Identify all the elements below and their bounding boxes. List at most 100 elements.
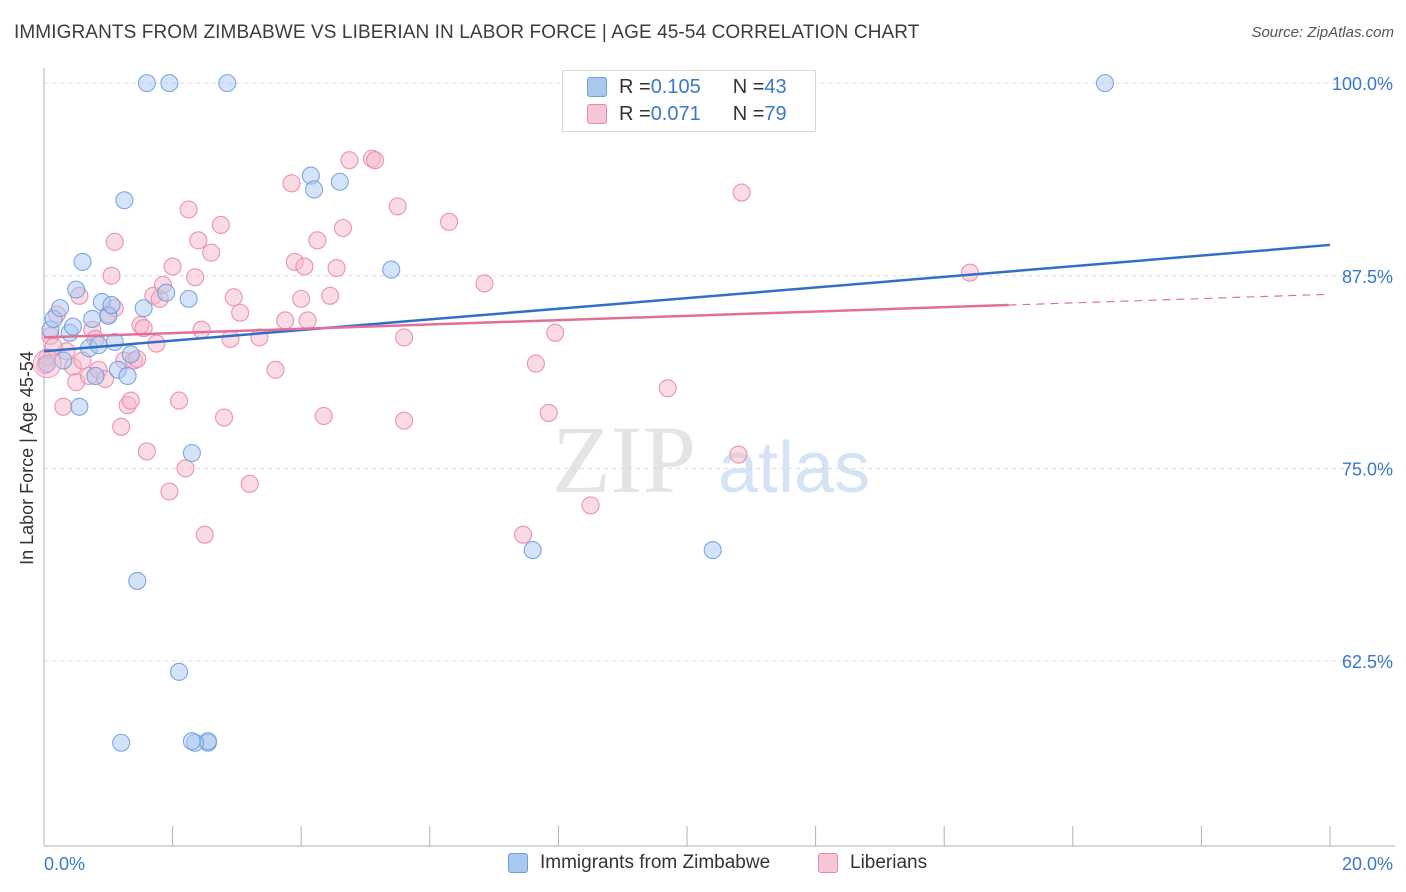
series-legend: Immigrants from Zimbabwe Liberians	[0, 852, 1406, 878]
pink-trend-extension	[1008, 293, 1331, 306]
legend-row-zimbabwe: R = 0.105 N = 43	[587, 75, 787, 99]
blue-data-point	[1095, 74, 1114, 93]
pink-data-point	[134, 319, 153, 338]
correlation-legend: R = 0.105 N = 43 R = 0.071 N = 79	[562, 70, 816, 132]
data-points	[32, 74, 1114, 752]
blue-data-point	[70, 397, 89, 416]
pink-data-point	[105, 232, 124, 251]
blue-data-point	[51, 299, 70, 318]
pink-data-point	[333, 218, 353, 238]
trend-lines	[43, 243, 1331, 353]
blue-data-point	[382, 260, 401, 279]
pink-data-point	[513, 525, 533, 544]
pink-data-point	[327, 259, 346, 278]
r-label: R =	[619, 75, 651, 98]
y-tick-label: 75.0%	[1342, 459, 1393, 479]
pink-data-point	[395, 328, 414, 347]
pink-data-point	[440, 212, 459, 231]
pink-data-point	[202, 243, 221, 262]
n-label: N =	[732, 102, 765, 125]
pink-data-point	[137, 442, 156, 461]
pink-data-point	[340, 151, 359, 170]
pink-data-point	[658, 379, 677, 398]
pink-swatch-icon	[587, 104, 607, 124]
r-value: 0.105	[650, 75, 701, 98]
blue-data-point	[703, 541, 722, 560]
pink-trend-line	[43, 303, 1009, 339]
pink-data-point	[314, 406, 333, 426]
blue-data-point	[118, 366, 137, 385]
pink-data-point	[295, 257, 314, 276]
pink-data-point	[546, 323, 565, 342]
pink-data-point	[581, 496, 600, 515]
pink-data-point	[366, 151, 385, 170]
blue-data-point	[160, 74, 179, 93]
blue-trend-line	[43, 243, 1331, 353]
pink-data-point	[298, 311, 317, 330]
pink-data-point	[282, 174, 301, 193]
pink-data-point	[176, 459, 195, 478]
n-label: N =	[732, 75, 765, 98]
legend-item-liberians: Liberians	[818, 852, 927, 874]
pink-data-point	[169, 391, 189, 410]
x-tick-label: 20.0%	[1342, 854, 1393, 874]
y-axis-label: In Labor Force | Age 45-54	[17, 351, 37, 565]
blue-data-point	[157, 283, 176, 302]
pink-data-point	[179, 200, 198, 219]
legend-row-liberians: R = 0.071 N = 79	[587, 102, 787, 126]
r-label: R =	[619, 102, 651, 125]
pink-data-point	[321, 286, 340, 305]
blue-data-point	[330, 172, 349, 191]
blue-data-point	[523, 541, 542, 560]
pink-data-point	[308, 231, 327, 250]
pink-data-point	[211, 215, 230, 234]
pink-data-point	[729, 445, 748, 464]
pink-data-point	[192, 320, 211, 339]
pink-data-point	[224, 288, 243, 307]
blue-data-point	[182, 732, 201, 751]
watermark-zip: ZIP	[552, 406, 696, 513]
pink-data-point	[221, 329, 240, 349]
pink-data-point	[475, 274, 494, 293]
blue-data-point	[83, 309, 102, 328]
pink-data-point	[266, 360, 285, 379]
pink-data-point	[163, 257, 182, 276]
watermark: ZIP atlas	[552, 406, 870, 513]
blue-data-point	[128, 571, 147, 590]
r-value: 0.071	[650, 102, 701, 125]
source-label: Source: ZipAtlas.com	[1251, 24, 1394, 41]
x-tick-label: 0.0%	[44, 854, 85, 874]
blue-data-point	[121, 345, 140, 364]
pink-data-point	[960, 263, 979, 282]
blue-data-point	[134, 299, 153, 318]
blue-data-point	[169, 662, 189, 681]
n-value: 43	[764, 75, 787, 98]
pink-data-point	[32, 349, 62, 379]
legend-label: Immigrants from Zimbabwe	[540, 852, 771, 873]
pink-data-point	[526, 354, 545, 373]
legend-label: Liberians	[850, 852, 928, 873]
blue-data-point	[115, 191, 134, 210]
pink-data-point	[54, 397, 73, 416]
blue-data-point	[218, 74, 237, 93]
pink-data-point	[292, 289, 311, 308]
pink-data-point	[240, 474, 259, 493]
watermark-atlas: atlas	[718, 428, 870, 508]
blue-data-point	[86, 366, 105, 385]
pink-data-point	[539, 403, 558, 422]
pink-data-point	[186, 268, 205, 287]
axes	[43, 68, 1395, 847]
pink-data-point	[112, 417, 131, 436]
y-tick-label: 87.5%	[1342, 267, 1393, 287]
pink-data-point	[395, 411, 414, 430]
blue-data-point	[137, 74, 156, 93]
y-tick-label: 62.5%	[1342, 652, 1393, 672]
blue-data-point	[73, 252, 92, 271]
y-tick-label: 100.0%	[1332, 74, 1393, 94]
pink-data-point	[388, 197, 407, 216]
pink-data-point	[276, 311, 295, 330]
pink-data-point	[231, 303, 250, 322]
pink-data-point	[732, 183, 751, 202]
blue-data-point	[67, 280, 86, 299]
